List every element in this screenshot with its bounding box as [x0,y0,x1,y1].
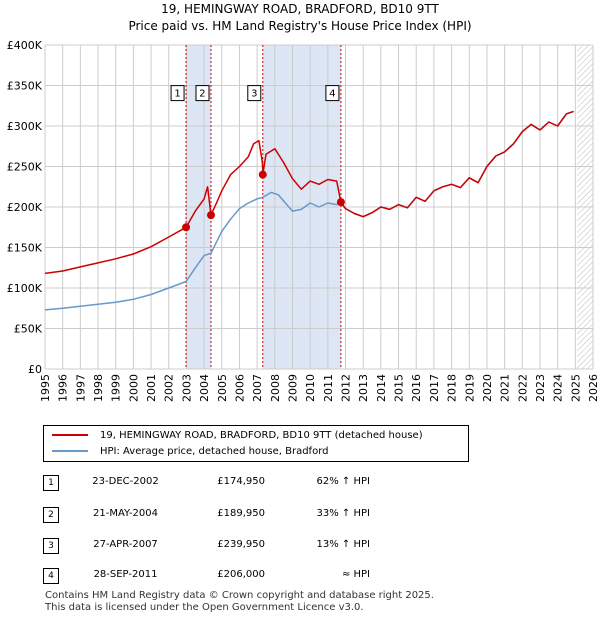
sale-point [258,170,267,179]
x-tick-label: 2007 [251,374,264,402]
footer-license: This data is licensed under the Open Gov… [45,602,364,613]
sale-price: £239,950 [217,539,265,550]
x-tick-label: 2016 [410,374,423,402]
y-tick-label: £0 [28,363,42,376]
x-tick-label: 2002 [163,374,176,402]
x-tick-label: 2020 [481,374,494,402]
legend-item-hpi: HPI: Average price, detached house, Brad… [52,445,328,459]
sale-marker-label: 2 [199,89,205,100]
sale-point [336,198,345,207]
x-tick-label: 2010 [304,374,317,402]
y-tick-label: £400K [7,39,43,52]
x-tick-label: 2026 [587,374,600,402]
sale-row: 3 27-APR-2007 £239,950 13% ↑ HPI [0,538,600,558]
x-tick-label: 2009 [286,374,299,402]
sale-marker-label: 1 [174,89,180,100]
sale-price: £189,950 [217,508,265,519]
x-tick-label: 2024 [552,374,565,402]
sale-number-badge: 3 [43,538,59,554]
property-line-swatch [52,434,88,436]
property-price-line [44,110,574,275]
sale-price: £174,950 [217,476,265,487]
x-tick-label: 2012 [340,374,353,402]
x-tick-label: 2017 [428,374,441,402]
y-tick-label: £300K [7,120,43,133]
y-tick-label: £50K [14,323,43,336]
sale-date: 21-MAY-2004 [92,508,158,519]
sale-point [182,223,191,232]
chart-title: 19, HEMINGWAY ROAD, BRADFORD, BD10 9TT [161,2,439,16]
x-tick-label: 1999 [110,374,123,402]
y-tick-label: £100K [7,282,43,295]
price-chart: 1 2 3 4 £0 £50K £100K £150K £200K £250K £300K £350K… [7,39,600,402]
x-tick-label: 1998 [92,374,105,402]
chart-subtitle: Price paid vs. HM Land Registry's House … [128,19,472,33]
sale-marker-box [325,85,340,102]
legend-property-label: 19, HEMINGWAY ROAD, BRADFORD, BD10 9TT (… [100,430,423,441]
y-tick-label: £350K [7,80,43,93]
legend-item-property: 19, HEMINGWAY ROAD, BRADFORD, BD10 9TT (… [52,429,423,443]
sale-marker-box [170,85,185,102]
sale-hpi-comparison: 33% ↑ HPI [316,508,370,519]
legend-hpi-label: HPI: Average price, detached house, Brad… [100,446,329,457]
y-tick-label: £150K [7,242,43,255]
x-tick-label: 2005 [216,374,229,402]
x-tick-label: 2023 [534,374,547,402]
sale-point [206,211,215,220]
y-tick-label: £200K [7,201,43,214]
y-tick-label: £250K [7,161,43,174]
x-tick-label: 2021 [499,374,512,402]
sale-marker-label: 4 [329,89,335,100]
sale-date: 28-SEP-2011 [93,569,158,580]
x-tick-label: 1996 [57,374,70,402]
x-tick-label: 2019 [463,374,476,402]
sale-date: 23-DEC-2002 [92,476,159,487]
x-tick-label: 2018 [446,374,459,402]
x-tick-label: 1995 [39,374,52,402]
sale-date: 27-APR-2007 [93,539,158,550]
x-tick-label: 2025 [569,374,582,402]
x-tick-label: 2000 [127,374,140,402]
x-tick-label: 2008 [269,374,282,402]
x-tick-label: 2015 [393,374,406,402]
sale-row: 1 23-DEC-2002 £174,950 62% ↑ HPI [0,475,600,495]
x-tick-label: 2022 [516,374,529,402]
sale-hpi-comparison: 13% ↑ HPI [316,539,370,550]
sale-marker-box [195,85,210,102]
sale-row: 2 21-MAY-2004 £189,950 33% ↑ HPI [0,507,600,527]
sale-hpi-comparison: 62% ↑ HPI [316,476,370,487]
sale-price: £206,000 [217,569,265,580]
x-tick-label: 2003 [180,374,193,402]
chart-legend: 19, HEMINGWAY ROAD, BRADFORD, BD10 9TT (… [43,425,469,462]
x-tick-label: 2006 [233,374,246,402]
x-tick-label: 2004 [198,374,211,402]
x-tick-label: 2013 [357,374,370,402]
x-tick-label: 1997 [74,374,87,402]
x-tick-label: 2014 [375,374,388,402]
sale-marker-label: 3 [251,89,257,100]
sale-row: 4 28-SEP-2011 £206,000 ≈ HPI [0,568,600,588]
sale-hpi-comparison: ≈ HPI [341,569,370,580]
sale-marker-box [247,85,262,102]
x-tick-label: 2011 [322,374,335,402]
footer-copyright: Contains HM Land Registry data © Crown c… [45,590,434,601]
sale-number-badge: 4 [43,568,59,584]
sale-number-badge: 2 [43,507,59,523]
sale-number-badge: 1 [43,475,59,491]
x-tick-label: 2001 [145,374,158,402]
hpi-line-swatch [52,450,88,452]
